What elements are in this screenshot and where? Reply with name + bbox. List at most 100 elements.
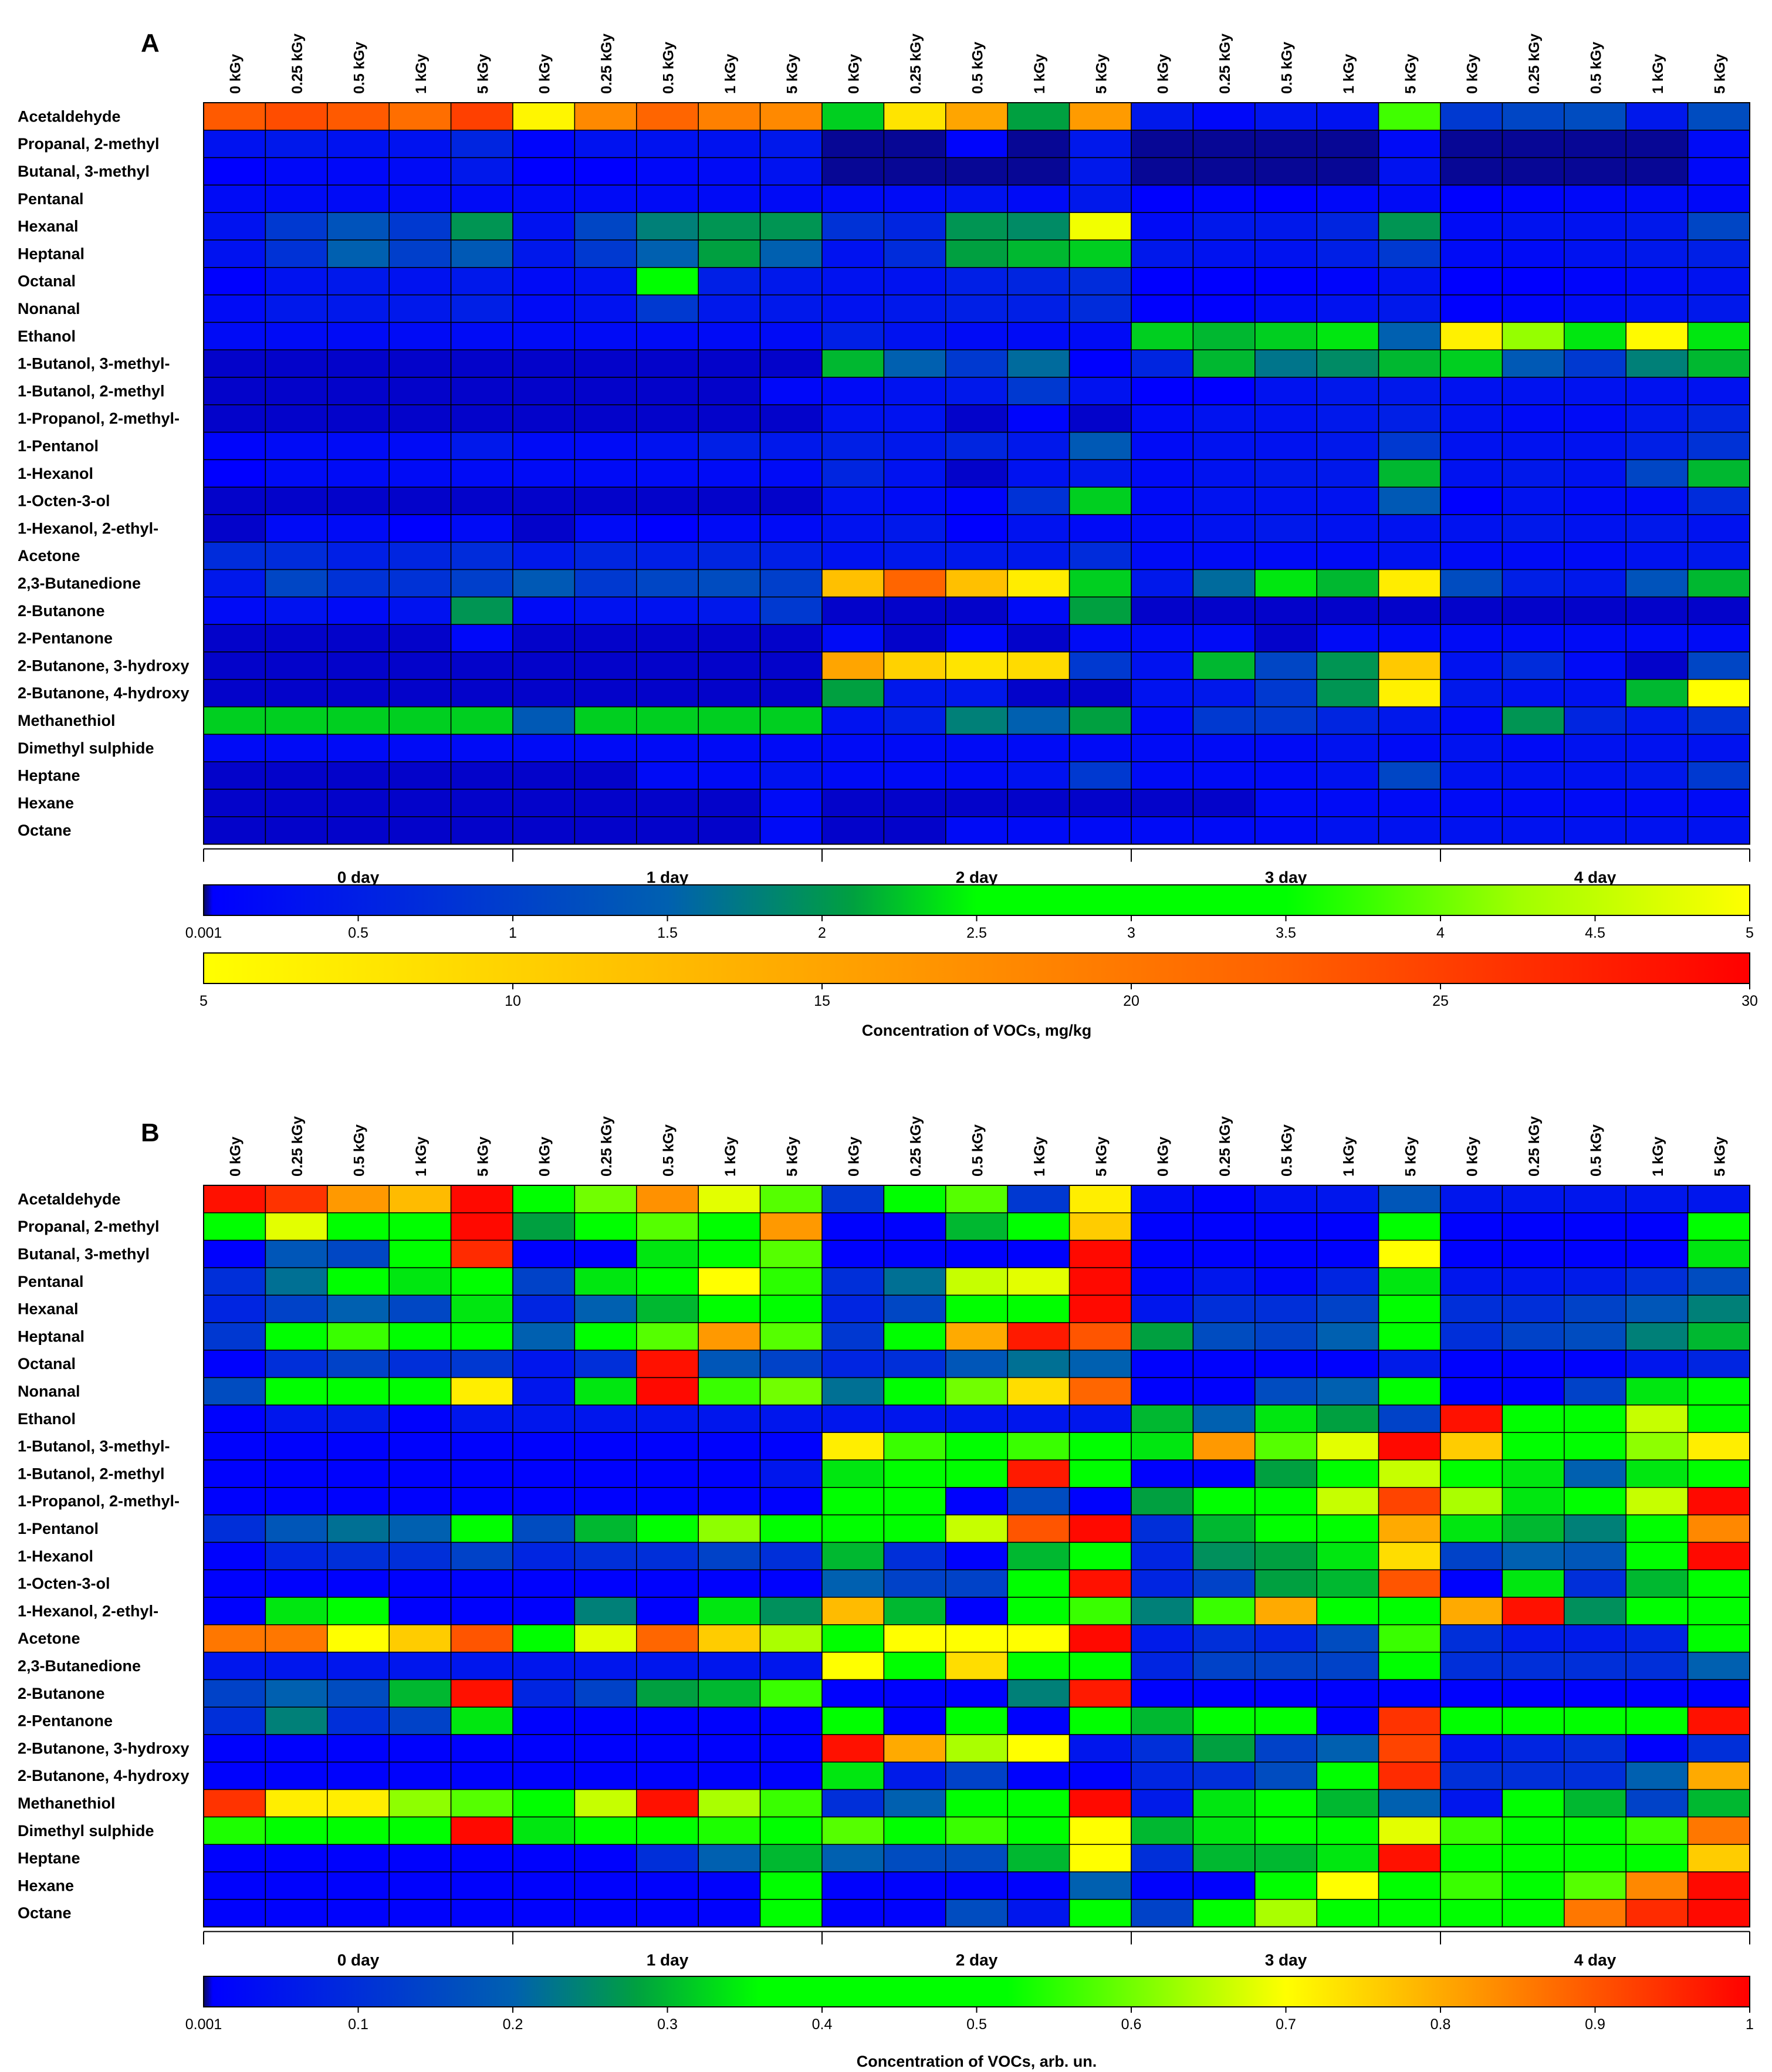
heatmap-cell xyxy=(512,294,576,323)
heatmap-cell xyxy=(945,404,1008,433)
heatmap-cell xyxy=(1068,816,1132,845)
row-label: Methanethiol xyxy=(18,712,116,729)
heatmap-cell xyxy=(1254,1597,1317,1625)
heatmap-cell xyxy=(1316,1569,1379,1598)
heatmap-cell xyxy=(1316,1487,1379,1516)
heatmap-cell xyxy=(1440,322,1503,350)
heatmap-cell xyxy=(698,102,761,131)
column-header: 5 kGy xyxy=(784,54,800,94)
heatmap-cell xyxy=(1192,624,1256,653)
heatmap-cell xyxy=(203,1294,266,1323)
heatmap-cell xyxy=(1254,404,1317,433)
heatmap-cell xyxy=(1068,1377,1132,1406)
heatmap-cell xyxy=(636,1514,699,1543)
heatmap-cell xyxy=(698,1239,761,1269)
column-header: 0 kGy xyxy=(537,1137,553,1177)
group-label: 2 day xyxy=(956,1951,998,1969)
heatmap-cell xyxy=(1625,1432,1689,1461)
heatmap-cell xyxy=(759,706,823,735)
group-label: 1 day xyxy=(647,1951,689,1969)
heatmap-cell xyxy=(945,542,1008,570)
heatmap-cell xyxy=(1068,404,1132,433)
heatmap-cell xyxy=(327,1899,390,1928)
heatmap-cell xyxy=(512,1542,576,1570)
heatmap-cell xyxy=(450,239,513,268)
column-header: 0 kGy xyxy=(537,54,553,94)
heatmap-cell xyxy=(512,1734,576,1763)
heatmap-cell xyxy=(1687,734,1750,762)
heatmap-cell xyxy=(759,1816,823,1845)
heatmap-cell xyxy=(1254,349,1317,378)
heatmap-cell xyxy=(1440,1624,1503,1653)
heatmap-cell xyxy=(821,734,885,762)
heatmap-cell xyxy=(327,1651,390,1681)
heatmap-cell xyxy=(450,679,513,708)
heatmap-cell xyxy=(1007,267,1070,296)
heatmap-cell xyxy=(1687,1487,1750,1516)
heatmap-cell xyxy=(1007,1871,1070,1900)
heatmap-cell xyxy=(1131,1844,1194,1872)
heatmap-cell xyxy=(388,514,452,543)
heatmap-cell xyxy=(821,679,885,708)
heatmap-cell xyxy=(265,789,328,817)
heatmap-cell xyxy=(574,1597,637,1625)
heatmap-cell xyxy=(821,1432,885,1461)
heatmap-cell xyxy=(1687,404,1750,433)
heatmap-cell xyxy=(1316,569,1379,598)
heatmap-cell xyxy=(265,486,328,515)
heatmap-cell xyxy=(327,1350,390,1378)
column-header: 0.5 kGy xyxy=(970,42,986,94)
heatmap-cell xyxy=(1068,651,1132,680)
heatmap-cell xyxy=(945,816,1008,845)
heatmap-cell xyxy=(512,404,576,433)
heatmap-cell xyxy=(1131,1871,1194,1900)
heatmap-cell xyxy=(1440,1542,1503,1570)
heatmap-cell xyxy=(1502,431,1565,461)
heatmap-cell xyxy=(1687,1322,1750,1351)
heatmap-cell xyxy=(265,1294,328,1323)
heatmap-cell xyxy=(574,1871,637,1900)
heatmap-cell xyxy=(450,1624,513,1653)
heatmap-cell xyxy=(388,679,452,708)
heatmap-cell xyxy=(883,294,946,323)
heatmap-cell xyxy=(1687,1706,1750,1735)
heatmap-cell xyxy=(1687,1734,1750,1763)
heatmap-cell xyxy=(265,514,328,543)
heatmap-cell xyxy=(883,1569,946,1598)
heatmap-cell xyxy=(574,130,637,158)
heatmap-cell xyxy=(203,1569,266,1598)
heatmap-cell xyxy=(327,212,390,241)
heatmap-cell xyxy=(450,706,513,735)
heatmap-cell xyxy=(945,1239,1008,1269)
heatmap-cell xyxy=(1192,267,1256,296)
heatmap-cell xyxy=(1316,1844,1379,1872)
column-header: 5 kGy xyxy=(1712,54,1728,94)
heatmap-cell xyxy=(1254,1816,1317,1845)
heatmap-cell xyxy=(1502,322,1565,350)
heatmap-cell xyxy=(450,130,513,158)
heatmap-cell xyxy=(1068,1569,1132,1598)
heatmap-cell xyxy=(265,1789,328,1818)
heatmap-cell xyxy=(1007,789,1070,817)
heatmap-cell xyxy=(1131,1651,1194,1681)
column-header: 5 kGy xyxy=(475,54,491,94)
heatmap-cell xyxy=(327,1789,390,1818)
heatmap-cell xyxy=(327,1487,390,1516)
heatmap-cell xyxy=(883,1487,946,1516)
heatmap-cell xyxy=(1068,1404,1132,1433)
heatmap-cell xyxy=(945,1350,1008,1378)
heatmap-cell xyxy=(821,1350,885,1378)
heatmap-cell xyxy=(574,1542,637,1570)
heatmap-cell xyxy=(1192,184,1256,213)
heatmap-cell xyxy=(203,267,266,296)
row-label: 2-Butanone, 4-hydroxy xyxy=(18,1767,190,1784)
heatmap-cell xyxy=(759,1762,823,1790)
heatmap-cell xyxy=(327,651,390,680)
heatmap-cell xyxy=(1564,212,1626,241)
heatmap-cell xyxy=(1316,267,1379,296)
column-header: 0.5 kGy xyxy=(661,42,677,94)
heatmap-cell xyxy=(1502,1871,1565,1900)
heatmap-cell xyxy=(450,184,513,213)
heatmap-cell xyxy=(265,1239,328,1269)
heatmap-cell xyxy=(1564,1789,1626,1818)
